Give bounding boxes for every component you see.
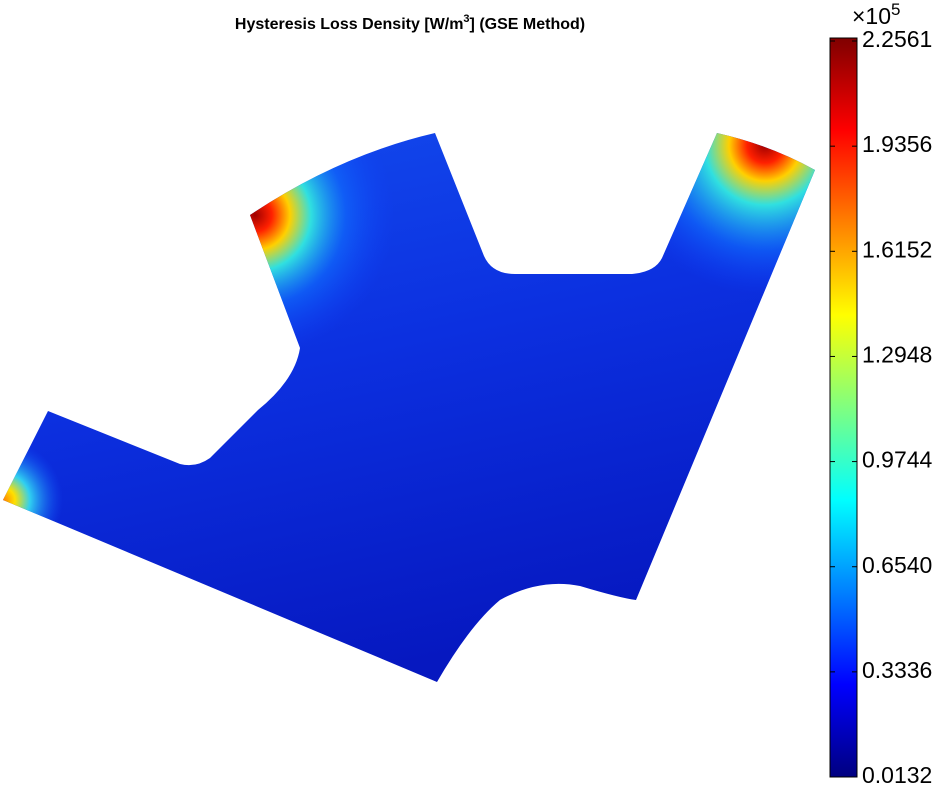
colorbar-tick-label: 0.3336 bbox=[862, 657, 932, 683]
colorbar-multiplier: ×105 bbox=[852, 0, 900, 29]
colorbar-tick-label: 1.6152 bbox=[862, 236, 932, 262]
colorbar-tick-label: 0.6540 bbox=[862, 552, 932, 578]
colorbar-tick-label: 0.0132 bbox=[862, 762, 932, 788]
field-plot bbox=[3, 133, 815, 682]
colorbar-tick-label: 1.9356 bbox=[862, 131, 932, 157]
colorbar-tick-label: 2.2561 bbox=[862, 26, 932, 52]
colorbar-tick-label: 0.9744 bbox=[862, 447, 933, 473]
colorbar-tick-label: 1.2948 bbox=[862, 342, 932, 368]
colorbar bbox=[829, 37, 858, 778]
chart-title: Hysteresis Loss Density [W/m3] (GSE Meth… bbox=[235, 13, 585, 33]
